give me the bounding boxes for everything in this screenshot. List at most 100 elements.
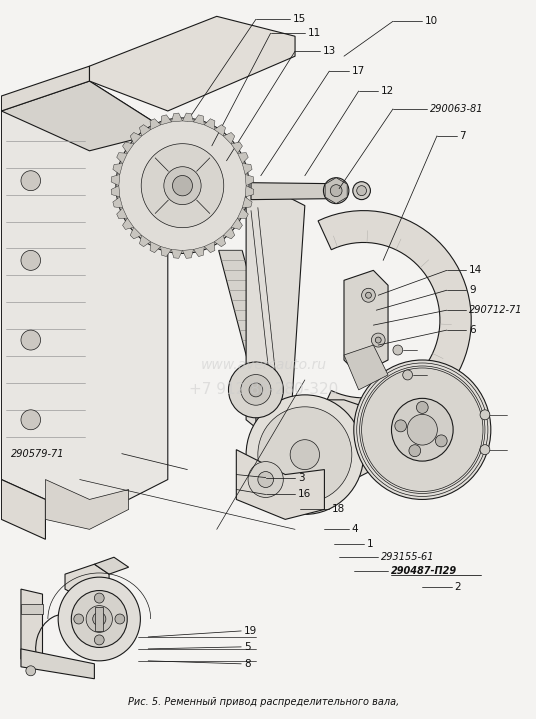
Text: 16: 16 (298, 490, 311, 500)
Circle shape (228, 362, 284, 418)
Text: 19: 19 (244, 626, 257, 636)
Polygon shape (231, 218, 242, 229)
Circle shape (258, 472, 273, 487)
Text: 10: 10 (425, 17, 438, 27)
Text: 290063-81: 290063-81 (430, 104, 483, 114)
Text: 11: 11 (308, 28, 321, 38)
Circle shape (21, 250, 41, 270)
Circle shape (403, 370, 413, 380)
Text: 290712-71: 290712-71 (470, 305, 523, 315)
Polygon shape (214, 235, 226, 247)
Polygon shape (344, 345, 388, 390)
Polygon shape (95, 607, 103, 631)
Polygon shape (245, 175, 254, 186)
Polygon shape (242, 163, 252, 175)
Polygon shape (182, 249, 193, 258)
Polygon shape (318, 211, 471, 430)
Polygon shape (139, 235, 151, 247)
Circle shape (416, 401, 428, 413)
Circle shape (116, 118, 249, 253)
Text: 7: 7 (459, 131, 466, 141)
Polygon shape (245, 186, 254, 197)
Polygon shape (46, 480, 129, 529)
Polygon shape (65, 564, 109, 597)
Circle shape (249, 383, 263, 397)
Polygon shape (246, 186, 305, 440)
Polygon shape (2, 81, 168, 151)
Circle shape (353, 182, 370, 200)
Circle shape (58, 577, 140, 661)
Circle shape (480, 444, 490, 454)
Circle shape (173, 175, 192, 196)
Circle shape (330, 185, 342, 196)
Circle shape (246, 395, 363, 514)
Polygon shape (123, 218, 134, 229)
Polygon shape (21, 649, 94, 679)
Text: 13: 13 (323, 46, 336, 56)
Polygon shape (130, 132, 142, 144)
Polygon shape (237, 152, 248, 163)
Circle shape (362, 288, 375, 302)
Polygon shape (172, 113, 182, 122)
Circle shape (164, 167, 201, 205)
Circle shape (354, 360, 491, 500)
Polygon shape (123, 142, 134, 153)
FancyBboxPatch shape (5, 444, 123, 464)
Circle shape (241, 375, 271, 406)
Polygon shape (113, 163, 123, 175)
Text: 2: 2 (455, 582, 461, 592)
Polygon shape (204, 242, 215, 252)
Circle shape (115, 614, 125, 624)
Text: 6: 6 (470, 325, 476, 335)
Polygon shape (117, 152, 128, 163)
Circle shape (435, 435, 447, 447)
Polygon shape (2, 480, 46, 539)
Text: 293155-61: 293155-61 (381, 552, 435, 562)
Polygon shape (325, 178, 347, 203)
Polygon shape (193, 115, 204, 125)
Polygon shape (139, 124, 151, 136)
Polygon shape (193, 247, 204, 257)
Circle shape (409, 445, 421, 457)
Text: 290579-71: 290579-71 (11, 449, 65, 459)
Circle shape (21, 330, 41, 350)
Text: 14: 14 (470, 265, 482, 275)
Polygon shape (224, 227, 235, 239)
Text: 4: 4 (352, 524, 359, 534)
Circle shape (26, 666, 36, 676)
Polygon shape (94, 557, 129, 574)
Polygon shape (242, 197, 252, 208)
Text: 9: 9 (470, 285, 476, 296)
Polygon shape (161, 115, 172, 125)
Polygon shape (204, 119, 215, 129)
Circle shape (94, 635, 104, 645)
Circle shape (375, 337, 381, 343)
Circle shape (323, 178, 349, 203)
Circle shape (93, 613, 106, 626)
Polygon shape (150, 242, 161, 252)
Circle shape (366, 292, 371, 298)
Text: Рис. 5. Ременный привод распределительного вала,: Рис. 5. Ременный привод распределительно… (128, 697, 399, 707)
Circle shape (141, 144, 224, 228)
Polygon shape (90, 17, 295, 111)
Circle shape (74, 614, 84, 624)
Circle shape (248, 462, 284, 498)
Circle shape (21, 410, 41, 430)
Polygon shape (113, 197, 123, 208)
Polygon shape (21, 604, 42, 614)
Circle shape (94, 593, 104, 603)
Polygon shape (224, 132, 235, 144)
Polygon shape (21, 589, 42, 664)
Polygon shape (117, 208, 128, 219)
Polygon shape (150, 119, 161, 129)
Text: 5: 5 (244, 642, 251, 652)
Text: 18: 18 (332, 505, 346, 514)
Polygon shape (172, 249, 182, 258)
Circle shape (290, 440, 319, 470)
Text: 12: 12 (381, 86, 394, 96)
Polygon shape (256, 400, 374, 490)
Circle shape (258, 407, 352, 503)
Circle shape (371, 333, 385, 347)
Circle shape (407, 414, 437, 445)
Text: 1: 1 (367, 539, 373, 549)
